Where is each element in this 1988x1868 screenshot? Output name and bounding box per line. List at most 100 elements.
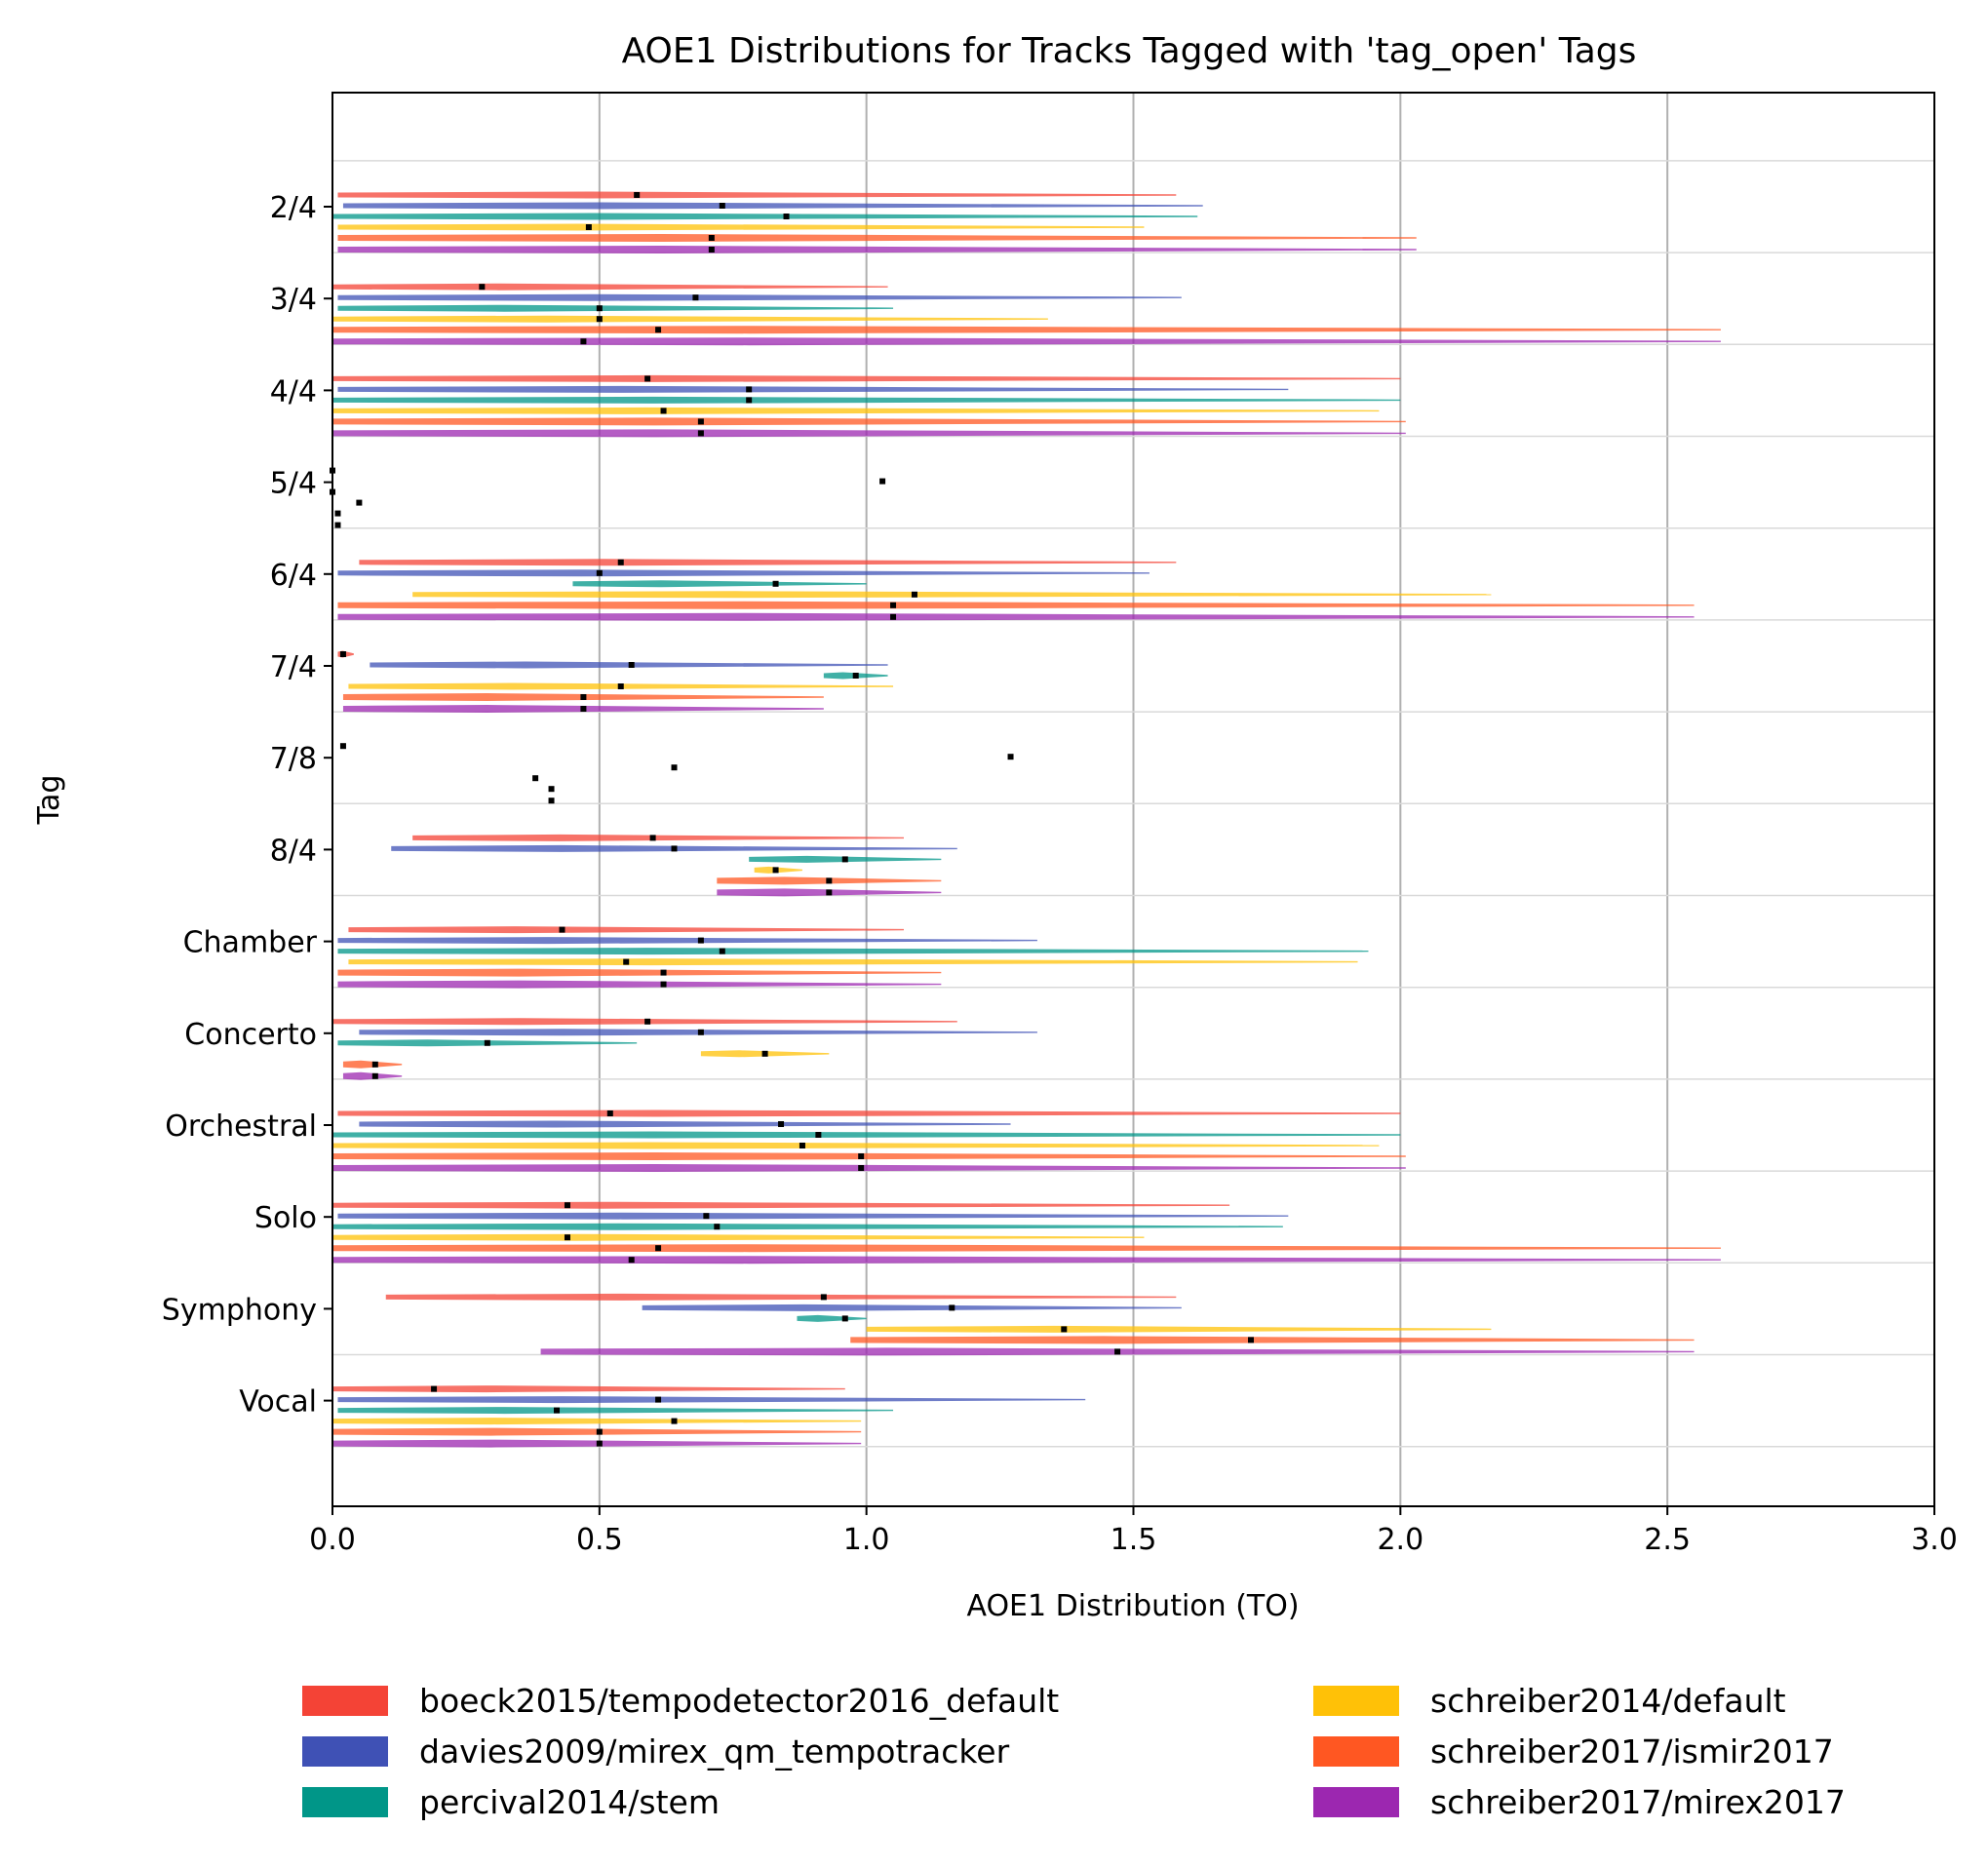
median-boeck2015-tempodetector2016-default-6-4: [617, 559, 624, 565]
median-schreiber2014-default-chamber: [623, 958, 630, 965]
median-percival2014-stem-chamber: [719, 948, 725, 954]
violin-schreiber2014-default-solo: [332, 1233, 1145, 1241]
median-schreiber2017-ismir2017-3-4: [655, 327, 662, 333]
median-schreiber2017-ismir2017-7-8: [548, 786, 555, 793]
violin-schreiber2014-default-3-4: [332, 315, 1048, 323]
x-tick-label-2: 1.0: [843, 1523, 890, 1557]
x-tick-label-3: 1.5: [1111, 1523, 1157, 1557]
y-tick-label-solo: Solo: [254, 1201, 317, 1235]
median-schreiber2014-default-4-4: [660, 408, 667, 414]
median-schreiber2014-default-7-8: [532, 775, 539, 782]
median-boeck2015-tempodetector2016-default-chamber: [559, 926, 565, 933]
violin-schreiber2017-ismir2017-chamber: [337, 968, 942, 977]
median-schreiber2017-ismir2017-chamber: [660, 969, 667, 976]
median-boeck2015-tempodetector2016-default-3-4: [479, 284, 486, 291]
y-tick-label-4-4: 4/4: [270, 374, 317, 409]
violin-percival2014-stem-chamber: [337, 948, 1369, 955]
y-tick-label-6-4: 6/4: [270, 559, 317, 593]
median-schreiber2017-ismir2017-6-4: [890, 602, 897, 608]
violin-schreiber2017-mirex2017-chamber: [337, 980, 942, 989]
violin-boeck2015-tempodetector2016-default-4-4: [332, 374, 1401, 382]
median-schreiber2017-ismir2017-8-4: [826, 877, 833, 884]
y-tick-label-vocal: Vocal: [239, 1385, 317, 1420]
x-axis-ticks: 0.0 0.5 1.0 1.5 2.0 2.5 3.0: [309, 1506, 1958, 1557]
median-schreiber2017-ismir2017-2-4: [708, 235, 715, 241]
median-schreiber2017-ismir2017-symphony: [1247, 1337, 1254, 1343]
legend-label-schreiber2014-default: schreiber2014/default: [1430, 1682, 1786, 1720]
legend-swatch-schreiber2014-default: [1313, 1686, 1399, 1716]
median-percival2014-stem-orchestral: [815, 1132, 822, 1138]
median-davies2009-mirex-qm-tempotracker-7-4: [628, 662, 635, 668]
violin-schreiber2017-ismir2017-orchestral: [332, 1152, 1406, 1160]
y-tick-label-8-4: 8/4: [270, 834, 317, 868]
median-schreiber2017-mirex2017-solo: [628, 1257, 635, 1264]
median-schreiber2017-ismir2017-5-4: [334, 510, 341, 517]
y-tick-label-7-4: 7/4: [270, 650, 317, 684]
violin-percival2014-stem-symphony: [797, 1314, 867, 1322]
x-tick-label-1: 0.5: [576, 1523, 623, 1557]
y-tick-label-chamber: Chamber: [183, 926, 318, 960]
median-schreiber2014-default-solo: [564, 1234, 570, 1241]
median-schreiber2017-ismir2017-4-4: [697, 418, 704, 425]
median-schreiber2017-mirex2017-3-4: [580, 338, 587, 345]
median-davies2009-mirex-qm-tempotracker-6-4: [596, 569, 603, 576]
violin-boeck2015-tempodetector2016-default-3-4: [332, 283, 888, 291]
median-boeck2015-tempodetector2016-default-2-4: [634, 192, 641, 198]
median-schreiber2017-mirex2017-concerto: [371, 1072, 378, 1079]
median-davies2009-mirex-qm-tempotracker-concerto: [697, 1029, 704, 1035]
y-tick-label-symphony: Symphony: [162, 1293, 317, 1327]
legend-label-schreiber2017-ismir2017: schreiber2017/ismir2017: [1430, 1732, 1834, 1771]
violin-percival2014-stem-4-4: [332, 396, 1401, 404]
median-schreiber2017-mirex2017-7-4: [580, 706, 587, 712]
legend-label-percival2014-stem: percival2014/stem: [419, 1783, 720, 1821]
violin-schreiber2017-ismir2017-symphony: [850, 1336, 1695, 1344]
violin-schreiber2014-default-chamber: [348, 958, 1358, 966]
violin-boeck2015-tempodetector2016-default-solo: [332, 1201, 1230, 1209]
violin-schreiber2017-mirex2017-2-4: [337, 246, 1417, 253]
median-davies2009-mirex-qm-tempotracker-orchestral: [778, 1121, 785, 1127]
x-tick-label-5: 2.5: [1644, 1523, 1691, 1557]
violin-schreiber2017-mirex2017-orchestral: [332, 1164, 1406, 1172]
violin-boeck2015-tempodetector2016-default-2-4: [337, 191, 1177, 199]
median-davies2009-mirex-qm-tempotracker-2-4: [719, 203, 725, 209]
median-boeck2015-tempodetector2016-default-8-4: [649, 835, 656, 841]
violin-davies2009-mirex-qm-tempotracker-vocal: [337, 1396, 1086, 1404]
violin-boeck2015-tempodetector2016-default-chamber: [348, 926, 905, 934]
median-percival2014-stem-4-4: [746, 397, 753, 404]
violin-schreiber2014-default-vocal: [332, 1418, 862, 1425]
violin-davies2009-mirex-qm-tempotracker-3-4: [337, 293, 1182, 301]
median-davies2009-mirex-qm-tempotracker-solo: [703, 1213, 710, 1220]
median-percival2014-stem-7-8: [671, 764, 678, 771]
violin-davies2009-mirex-qm-tempotracker-2-4: [342, 202, 1203, 210]
median-schreiber2017-mirex2017-orchestral: [858, 1165, 865, 1171]
median-schreiber2017-ismir2017-orchestral: [858, 1153, 865, 1159]
median-schreiber2017-mirex2017-chamber: [660, 981, 667, 988]
median-schreiber2014-default-orchestral: [799, 1143, 805, 1148]
y-tick-label-7-8: 7/8: [270, 742, 317, 776]
median-schreiber2014-default-2-4: [585, 224, 592, 230]
median-davies2009-mirex-qm-tempotracker-8-4: [671, 845, 678, 852]
y-tick-label-2-4: 2/4: [270, 191, 317, 225]
median-schreiber2017-mirex2017-6-4: [890, 613, 897, 620]
violin-schreiber2017-mirex2017-4-4: [332, 429, 1406, 438]
legend-swatch-boeck2015-tempodetector2016-default: [302, 1686, 388, 1716]
median-davies2009-mirex-qm-tempotracker-4-4: [746, 386, 753, 393]
legend-label-boeck2015-tempodetector2016-default: boeck2015/tempodetector2016_default: [419, 1682, 1059, 1720]
y-tick-label-3-4: 3/4: [270, 283, 317, 317]
violin-percival2014-stem-solo: [332, 1223, 1283, 1230]
violin-percival2014-stem-vocal: [337, 1407, 894, 1415]
median-davies2009-mirex-qm-tempotracker-vocal: [655, 1396, 662, 1403]
violin-schreiber2017-mirex2017-3-4: [332, 337, 1721, 346]
median-schreiber2017-mirex2017-7-8: [548, 798, 555, 804]
median-percival2014-stem-2-4: [783, 214, 790, 219]
y-axis-title: Tag: [32, 775, 66, 826]
violin-schreiber2014-default-2-4: [337, 223, 1145, 231]
median-schreiber2017-ismir2017-vocal: [596, 1428, 603, 1435]
violin-davies2009-mirex-qm-tempotracker-chamber: [337, 937, 1037, 945]
violin-schreiber2017-ismir2017-6-4: [337, 601, 1695, 609]
y-axis-ticks: 2/4 3/4 4/4 5/4 6/4 7/4 7/8 8/4 Chamber Concerto O…: [162, 191, 332, 1420]
median-schreiber2017-mirex2017-4-4: [697, 430, 704, 437]
y-tick-label-orchestral: Orchestral: [165, 1109, 317, 1144]
median-percival2014-stem-8-4: [841, 856, 848, 863]
